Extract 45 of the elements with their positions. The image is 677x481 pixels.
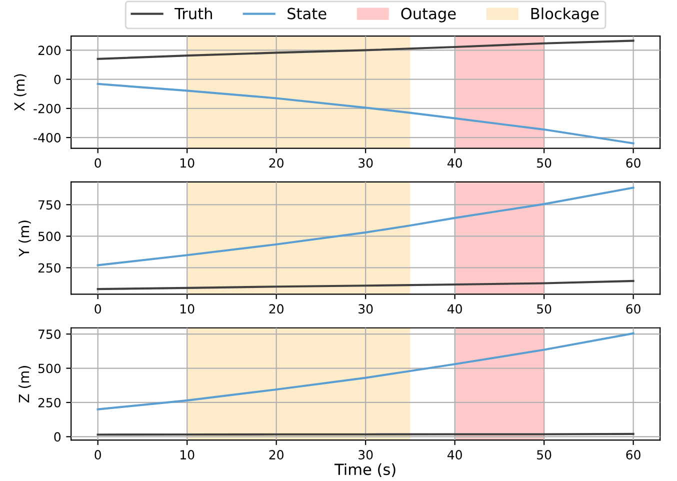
x-tick-label: 10 xyxy=(180,304,194,314)
y-tick-label: -200 xyxy=(34,104,61,114)
line-series xyxy=(96,82,634,144)
line-series xyxy=(96,186,634,266)
y-tick-label: 750 xyxy=(38,330,61,339)
line-series xyxy=(96,280,634,290)
x-tick-label: 10 xyxy=(180,450,194,460)
x-tick-label: 60 xyxy=(626,304,640,314)
x-tick-label: 30 xyxy=(358,304,373,314)
y-axis-title: X (m) xyxy=(14,74,26,111)
x-tick-label: 40 xyxy=(447,304,462,314)
x-tick-label: 50 xyxy=(537,304,552,314)
y-tick-label: 200 xyxy=(38,46,61,56)
line-series xyxy=(96,40,634,60)
y-tick-label: 0 xyxy=(54,74,61,84)
x-tick-label: 40 xyxy=(447,158,462,168)
legend-label: Truth xyxy=(174,8,212,20)
y-tick-label: 250 xyxy=(38,263,61,273)
legend-label: State xyxy=(288,8,326,20)
y-tick-label: -400 xyxy=(34,133,61,142)
y-axis-title: Y (m) xyxy=(18,220,31,257)
x-tick-label: 0 xyxy=(94,158,102,168)
y-tick-label: 500 xyxy=(38,364,61,374)
x-tick-label: 30 xyxy=(358,450,373,460)
x-tick-label: 20 xyxy=(269,304,284,314)
legend-label: Blockage xyxy=(531,8,599,22)
legend-label: Outage xyxy=(401,8,456,22)
x-tick-label: 0 xyxy=(94,304,102,314)
y-tick-label: 500 xyxy=(38,232,61,242)
x-tick-label: 40 xyxy=(447,450,462,460)
x-tick-label: 10 xyxy=(180,158,194,168)
y-tick-label: 250 xyxy=(38,398,61,408)
x-tick-label: 60 xyxy=(626,158,640,168)
x-tick-label: 20 xyxy=(269,450,284,460)
x-tick-label: 0 xyxy=(94,450,102,460)
x-tick-label: 50 xyxy=(537,450,552,460)
x-tick-label: 30 xyxy=(358,158,373,168)
y-tick-label: 750 xyxy=(38,200,61,210)
line-series xyxy=(96,332,634,410)
y-tick-label: 0 xyxy=(54,432,61,442)
x-tick-label: 50 xyxy=(537,158,552,168)
x-tick-label: 20 xyxy=(269,158,284,168)
x-axis-title: Time (s) xyxy=(334,463,396,477)
y-axis-title: Z (m) xyxy=(18,366,31,403)
x-tick-label: 60 xyxy=(626,450,640,460)
